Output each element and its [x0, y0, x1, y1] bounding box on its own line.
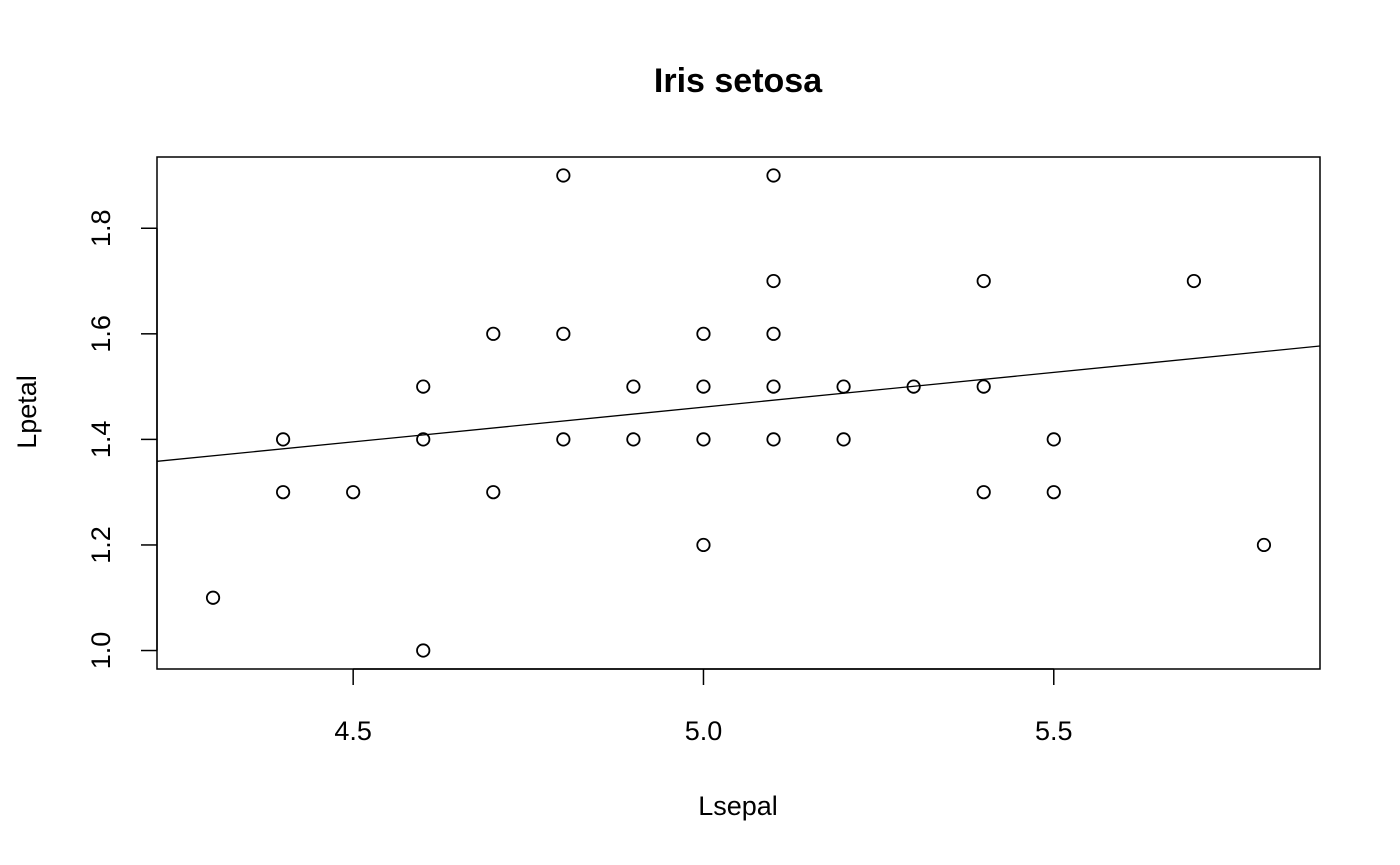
plot-frame [156, 156, 1321, 670]
y-tick-label: 1.2 [86, 526, 116, 564]
data-point [906, 379, 921, 394]
data-point [416, 432, 431, 447]
data-point [976, 273, 991, 289]
x-tick-label: 4.5 [334, 716, 372, 746]
data-point [766, 379, 781, 394]
y-tick-label: 1.0 [86, 632, 116, 670]
data-point [766, 168, 781, 183]
data-point [976, 379, 991, 394]
y-tick-label: 1.8 [86, 209, 116, 247]
data-point [976, 485, 991, 500]
data-point [766, 432, 781, 447]
regression-line-group [157, 345, 1320, 462]
data-point [696, 432, 711, 447]
data-point [276, 485, 291, 500]
chart-title: Iris setosa [654, 62, 823, 100]
y-tick-label: 1.6 [86, 315, 116, 353]
data-point [626, 432, 641, 447]
y-tick-label: 1.4 [86, 421, 116, 459]
data-point [276, 432, 291, 447]
x-tick-label: 5.0 [685, 716, 723, 746]
x-axis-title: Lsepal [698, 791, 778, 821]
regression-line [157, 345, 1320, 462]
x-tick-label: 5.5 [1035, 716, 1073, 746]
data-point [766, 326, 781, 341]
y-axis: 1.0 1.2 1.4 1.6 1.8 [86, 209, 158, 670]
data-point [1186, 273, 1201, 289]
data-point [556, 168, 571, 183]
data-point [696, 379, 711, 394]
data-point [486, 485, 501, 500]
data-point [416, 643, 431, 658]
y-axis-title: Lpetal [12, 375, 42, 449]
data-point [696, 326, 711, 341]
data-point [836, 432, 851, 447]
x-axis: 4.5 5.0 5.5 [334, 668, 1073, 746]
data-point [556, 326, 571, 341]
data-point [486, 326, 501, 341]
data-point [346, 485, 361, 500]
data-points [205, 168, 1272, 658]
data-point [626, 379, 641, 394]
data-point [766, 273, 781, 289]
data-point [1046, 485, 1061, 500]
data-point [1256, 537, 1272, 553]
data-point [556, 432, 571, 447]
data-point [836, 379, 851, 394]
data-point [1046, 432, 1061, 447]
data-point [205, 590, 221, 605]
data-point [696, 537, 711, 553]
data-point [416, 379, 431, 394]
